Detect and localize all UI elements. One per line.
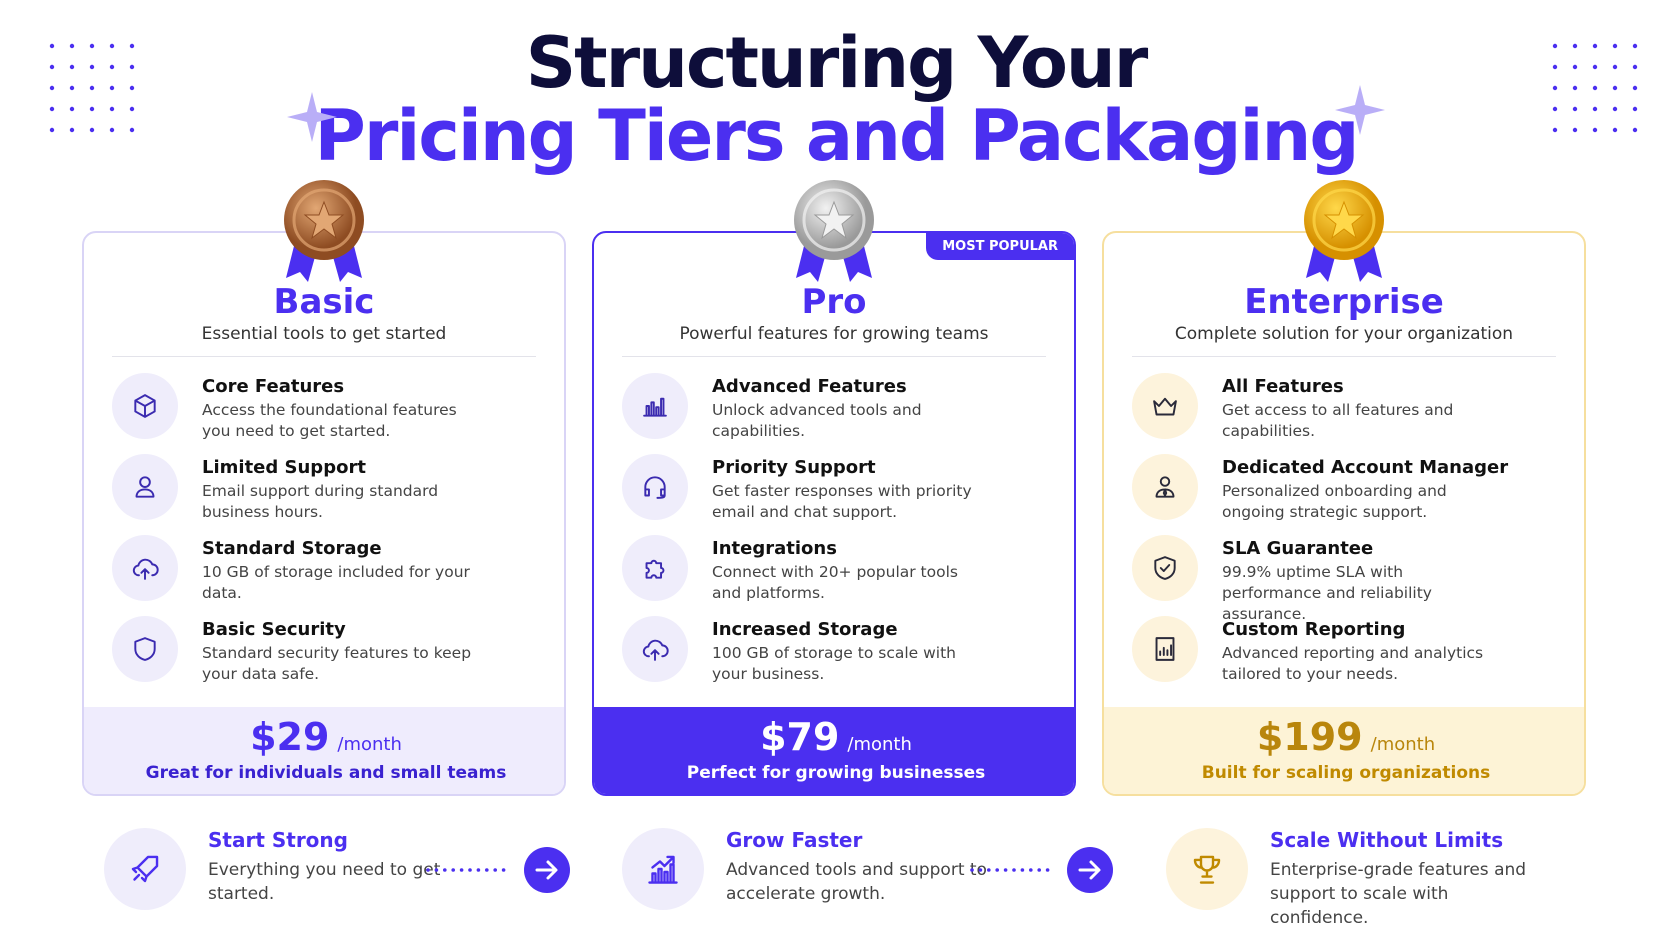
price: $79 (760, 715, 840, 759)
feature-title: Priority Support (712, 457, 876, 478)
feature-icon (622, 454, 688, 520)
feature-title: Advanced Features (712, 376, 907, 397)
feature-description: 10 GB of storage included for your data. (202, 563, 470, 602)
journey-arrow (426, 847, 570, 893)
feature-description: Advanced reporting and analytics tailore… (1222, 644, 1484, 683)
tier-card: MOST POPULAR $79/month Perfect for growing… (592, 231, 1076, 796)
feature-title: Dedicated Account Manager (1222, 457, 1509, 478)
price-block: $79/month Perfect for growing businesses (594, 707, 1074, 794)
journey-icon (1166, 828, 1248, 910)
price-period: /month (847, 734, 912, 755)
feature-title: Increased Storage (712, 619, 898, 640)
feature-title: Standard Storage (202, 538, 382, 559)
journey-title: Start Strong (208, 828, 348, 852)
tier-name: Basic (273, 282, 375, 322)
tier-subtitle: Complete solution for your organization (1174, 324, 1514, 344)
price-tagline: Great for individuals and small teams (145, 763, 507, 783)
journey-title: Grow Faster (726, 828, 863, 852)
feature-icon (622, 373, 688, 439)
feature-icon (112, 616, 178, 682)
feature-description: Unlock advanced tools and capabilities. (712, 401, 922, 440)
feature-icon (1132, 535, 1198, 601)
feature-title: Core Features (202, 376, 345, 397)
journey-icon (622, 828, 704, 910)
journey-icon (104, 828, 186, 910)
title-line-2: Pricing Tiers and Packaging (314, 95, 1360, 177)
price-period: /month (337, 734, 402, 755)
feature-description: Email support during standard business h… (202, 482, 439, 521)
feature-icon (1132, 454, 1198, 520)
tier-subtitle: Essential tools to get started (201, 324, 447, 344)
medal (794, 180, 874, 282)
popular-badge: MOST POPULAR (926, 233, 1074, 260)
price: $199 (1256, 715, 1363, 759)
feature-description: 99.9% uptime SLA with performance and re… (1222, 563, 1432, 623)
price-tagline: Built for scaling organizations (1201, 763, 1491, 783)
feature-description: Get access to all features and capabilit… (1222, 401, 1454, 440)
divider (112, 356, 536, 357)
price-row: $29/month (84, 715, 564, 759)
medal (1304, 180, 1384, 282)
divider (622, 356, 1046, 357)
tier-name: Pro (801, 282, 867, 322)
price-block: $199/month Built for scaling organization… (1104, 707, 1584, 794)
price-row: $79/month (594, 715, 1074, 759)
feature-title: Custom Reporting (1222, 619, 1406, 640)
feature-icon (622, 616, 688, 682)
feature-title: Limited Support (202, 457, 366, 478)
feature-description: Access the foundational features you nee… (202, 401, 457, 440)
feature-icon (1132, 616, 1198, 682)
price-row: $199/month (1104, 715, 1584, 759)
feature-title: All Features (1222, 376, 1344, 397)
feature-icon (622, 535, 688, 601)
journey-description: Advanced tools and support to accelerate… (726, 860, 987, 904)
feature-description: Personalized onboarding and ongoing stra… (1222, 482, 1447, 521)
divider (1132, 356, 1556, 357)
feature-icon (112, 373, 178, 439)
feature-icon (112, 535, 178, 601)
journey-description: Everything you need to get started. (208, 860, 441, 904)
feature-description: 100 GB of storage to scale with your bus… (712, 644, 956, 683)
medal (284, 180, 364, 282)
feature-icon (1132, 373, 1198, 439)
price: $29 (250, 715, 330, 759)
feature-title: SLA Guarantee (1222, 538, 1374, 559)
price-block: $29/month Great for individuals and small… (84, 707, 564, 794)
price-tagline: Perfect for growing businesses (686, 763, 986, 783)
feature-icon (112, 454, 178, 520)
feature-description: Connect with 20+ popular tools and platf… (712, 563, 958, 602)
feature-title: Integrations (712, 538, 837, 559)
price-period: /month (1370, 734, 1436, 755)
feature-description: Standard security features to keep your … (202, 644, 472, 683)
journey-arrow (970, 847, 1113, 893)
tier-subtitle: Powerful features for growing teams (679, 324, 989, 344)
journey-description: Enterprise-grade features and support to… (1270, 860, 1527, 928)
tier-name: Enterprise (1244, 282, 1444, 322)
journey-title: Scale Without Limits (1270, 828, 1504, 852)
feature-description: Get faster responses with priority email… (712, 482, 972, 521)
feature-title: Basic Security (202, 619, 346, 640)
title-line-1: Structuring Your (525, 22, 1149, 104)
